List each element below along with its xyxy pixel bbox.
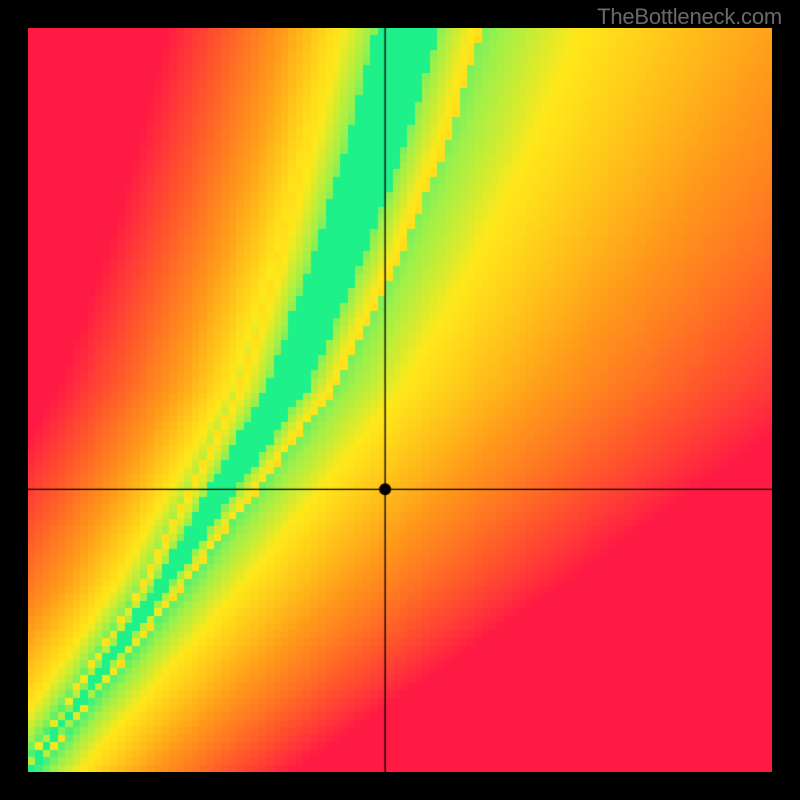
chart-container xyxy=(28,28,772,772)
watermark-text: TheBottleneck.com xyxy=(597,4,782,30)
bottleneck-heatmap xyxy=(28,28,772,772)
